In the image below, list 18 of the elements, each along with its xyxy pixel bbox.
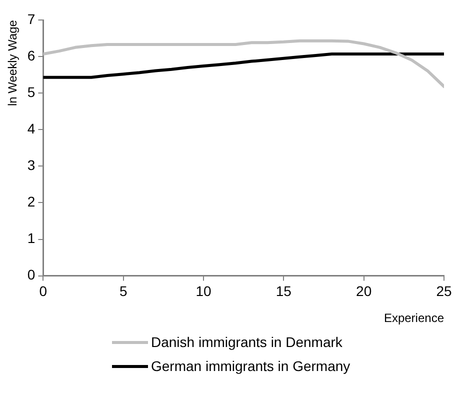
- y-tick-label: 1: [27, 230, 36, 246]
- x-tick-label: 10: [196, 283, 212, 300]
- y-tick-label: 2: [27, 194, 36, 210]
- x-tick-label: 5: [119, 283, 128, 300]
- y-axis-title: ln Weekly Wage: [6, 20, 20, 106]
- x-tick-label: 25: [436, 283, 452, 300]
- y-tick-label: 4: [27, 120, 36, 136]
- legend-label: Danish immigrants in Denmark: [151, 334, 342, 350]
- y-tick-label: 6: [27, 47, 36, 64]
- y-tick-label: 3: [27, 157, 36, 174]
- x-axis-title: Experience: [384, 311, 444, 326]
- legend-label: German immigrants in Germany: [151, 358, 350, 374]
- y-tick-label: 0: [27, 266, 36, 283]
- x-tick-label: 20: [356, 283, 372, 300]
- x-tick-label: 0: [39, 283, 48, 300]
- y-tick-label: 5: [27, 84, 36, 100]
- x-tick-label: 15: [276, 283, 292, 300]
- y-tick-label: 7: [27, 10, 36, 27]
